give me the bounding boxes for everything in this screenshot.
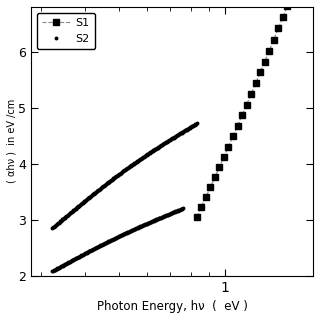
X-axis label: Photon Energy, hν  (  eV ): Photon Energy, hν ( eV ) <box>97 300 248 313</box>
S2 <box>51 226 54 230</box>
S2 <box>59 219 63 223</box>
S2 <box>188 126 191 130</box>
S1 <box>254 81 258 85</box>
S2 <box>56 221 60 225</box>
S1 <box>245 103 249 107</box>
Y-axis label: ( αhν )  in eV /cm: ( αhν ) in eV /cm <box>7 99 17 183</box>
S2 <box>182 129 186 133</box>
S1 <box>208 185 212 189</box>
Legend: S1, S2: S1, S2 <box>37 12 95 49</box>
S1 <box>236 124 239 128</box>
S1 <box>281 15 285 19</box>
S2 <box>77 204 81 207</box>
S1 <box>213 175 217 179</box>
S1 <box>231 134 235 138</box>
S1 <box>267 49 271 52</box>
S1 <box>218 165 221 169</box>
Line: S2: S2 <box>51 122 198 229</box>
S1 <box>263 60 267 63</box>
S1 <box>222 155 226 159</box>
S1 <box>240 113 244 117</box>
S1 <box>204 195 208 199</box>
S1 <box>258 70 262 74</box>
S1 <box>227 145 230 148</box>
Line: S1: S1 <box>194 0 295 220</box>
S2 <box>89 194 93 198</box>
S1 <box>276 27 280 30</box>
S2 <box>195 122 199 125</box>
S1 <box>249 92 253 96</box>
S1 <box>195 215 199 219</box>
S1 <box>285 4 289 8</box>
S1 <box>199 205 203 209</box>
S1 <box>272 38 276 42</box>
